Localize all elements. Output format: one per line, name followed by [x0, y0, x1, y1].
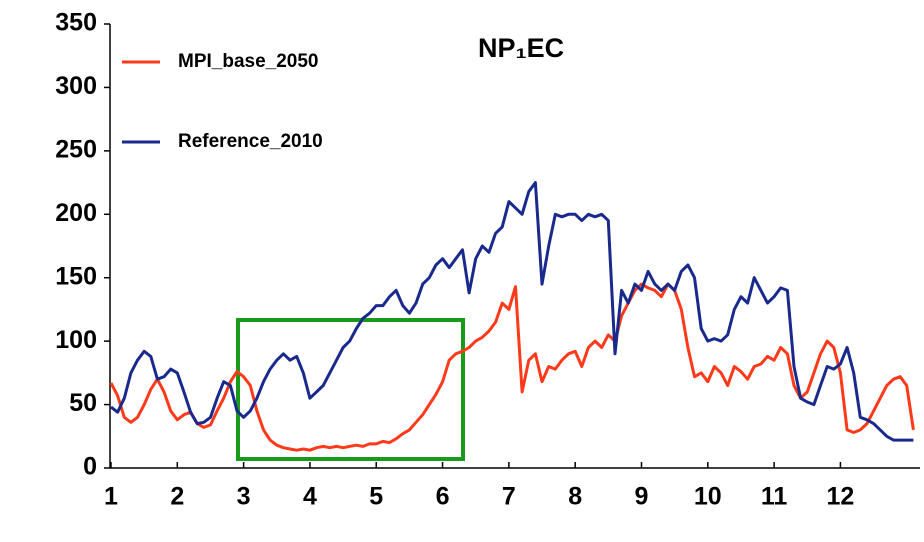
y-tick-label: 100 — [55, 326, 97, 354]
x-tick-label: 12 — [827, 483, 855, 511]
data-line — [109, 282, 915, 452]
y-tick-label: 250 — [55, 135, 97, 163]
y-tick-label: 350 — [55, 9, 97, 37]
y-tick-label: 0 — [83, 453, 97, 481]
y-tick-label: 50 — [69, 389, 97, 417]
x-tick-label: 7 — [502, 483, 516, 511]
x-tick-label: 5 — [369, 483, 383, 511]
y-tick-label: 200 — [55, 199, 97, 227]
x-tick-label: 6 — [436, 483, 450, 511]
chart-title: NP₁EC — [478, 33, 564, 63]
x-tick-label: 8 — [568, 483, 582, 511]
legend-label: Reference_2010 — [178, 131, 323, 152]
x-tick-label: 11 — [761, 483, 788, 511]
legend-label: MPI_base_2050 — [178, 51, 319, 72]
x-tick-label: 2 — [170, 483, 184, 511]
x-tick-label: 10 — [694, 483, 722, 511]
x-tick-label: 3 — [237, 483, 251, 511]
y-tick-label: 300 — [55, 72, 97, 100]
x-tick-label: 4 — [303, 483, 317, 511]
data-line — [110, 181, 914, 442]
y-tick-label: 150 — [55, 262, 97, 290]
x-tick-label: 9 — [635, 483, 649, 511]
x-tick-label: 1 — [104, 483, 118, 511]
highlight-box — [236, 318, 465, 461]
